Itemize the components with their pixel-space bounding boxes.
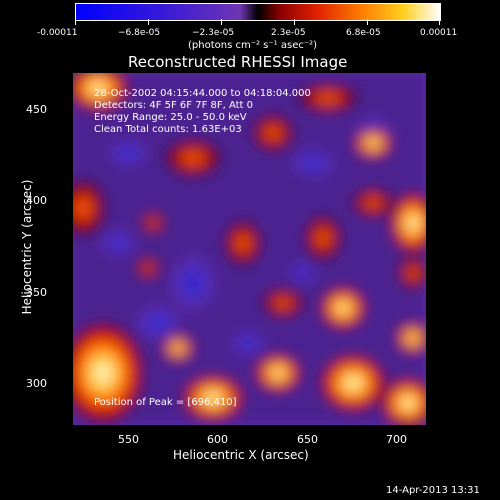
y-tick-label: 400 — [26, 194, 47, 207]
y-tick-label: 350 — [26, 286, 47, 299]
plot-title: Reconstructed RHESSI Image — [128, 53, 348, 71]
info-peak-position: Position of Peak = [696,410] — [94, 397, 237, 408]
colorbar-tick-mark — [148, 19, 149, 25]
info-clean-counts: Clean Total counts: 1.63E+03 — [94, 124, 242, 135]
colorbar — [75, 3, 441, 21]
x-tick-label: 650 — [297, 433, 318, 446]
info-energy-range: Energy Range: 25.0 - 50.0 keV — [94, 112, 247, 123]
x-tick-label: 550 — [118, 433, 139, 446]
rhessi-image — [73, 73, 426, 425]
x-axis-label: Heliocentric X (arcsec) — [173, 448, 309, 462]
colorbar-tick-mark — [75, 19, 76, 25]
y-tick-label: 450 — [26, 103, 47, 116]
colorbar-tick-label: -0.00011 — [37, 28, 78, 38]
heatmap-svg — [73, 73, 426, 425]
colorbar-tick-label: 2.3e-05 — [271, 28, 306, 38]
colorbar-tick-label: 0.00011 — [420, 28, 458, 38]
info-time-range: 28-Oct-2002 04:15:44.000 to 04:18:04.000 — [94, 88, 311, 99]
colorbar-tick-mark — [221, 19, 222, 25]
colorbar-unit-label: (photons cm⁻² s⁻¹ asec⁻²) — [188, 40, 318, 51]
y-tick-label: 300 — [26, 377, 47, 390]
colorbar-tick-mark — [439, 19, 440, 25]
colorbar-tick-label: −6.8e-05 — [118, 28, 161, 38]
colorbar-tick-mark — [367, 19, 368, 25]
colorbar-tick-label: 6.8e-05 — [346, 28, 381, 38]
colorbar-tick-label: −2.3e-05 — [192, 28, 235, 38]
x-tick-label: 600 — [207, 433, 228, 446]
colorbar-tick-mark — [294, 19, 295, 25]
x-tick-label: 700 — [386, 433, 407, 446]
info-detectors: Detectors: 4F 5F 6F 7F 8F, Att 0 — [94, 100, 254, 111]
footer-timestamp: 14-Apr-2013 13:31 — [386, 485, 480, 496]
